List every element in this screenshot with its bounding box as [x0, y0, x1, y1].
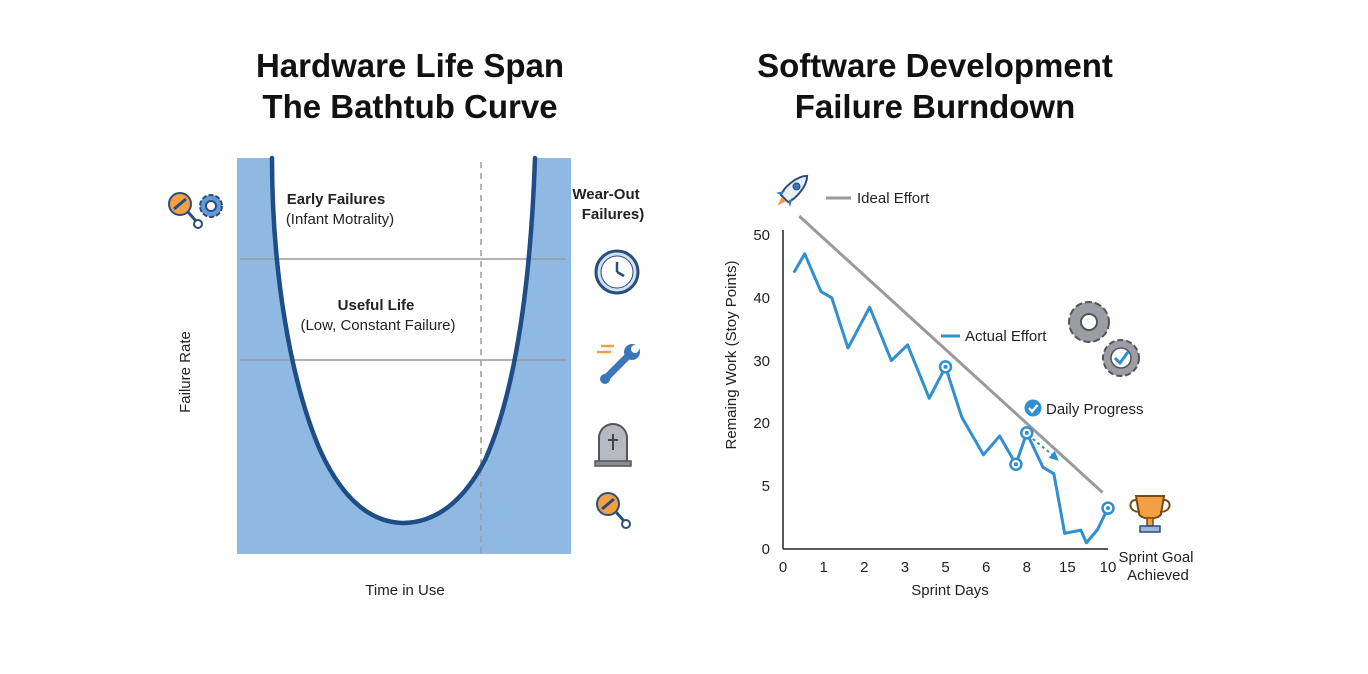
bathtub-plot: Early Failures (Infant Motrality) Useful…: [177, 155, 645, 599]
progress-marker-dot: [943, 364, 948, 369]
burndown-plot: 0 5 20 30 40 50 0 1 2 3 5 6 8 15 10 Remaing Work (Sto…: [723, 190, 1194, 599]
x-tick-label: 8: [1023, 559, 1031, 576]
bathtub-curve-line: [269, 155, 538, 526]
y-tick-labels: 0 5 20 30 40 50: [753, 227, 770, 558]
gears-check-icon: [1068, 301, 1140, 377]
progress-arrow: [1032, 438, 1056, 458]
trophy-icon: [1129, 495, 1171, 533]
zone-early-heading: Early Failures: [287, 191, 385, 208]
y-tick-label: 50: [753, 227, 770, 244]
rattle-icon: [596, 492, 631, 529]
x-tick-label: 10: [1100, 559, 1117, 576]
x-tick-label: 3: [901, 559, 909, 576]
tombstone-icon: [594, 423, 632, 467]
check-badge-icon: [1024, 399, 1042, 417]
zone-early-sub: (Infant Motrality): [286, 211, 394, 228]
hardware-x-axis-label: Time in Use: [365, 582, 444, 599]
zone-useful-sub: (Low, Constant Failure): [300, 317, 455, 334]
zone-wearout-line1: Wear-Out: [572, 186, 639, 203]
hardware-title-line1: Hardware Life Span: [256, 47, 564, 84]
software-x-axis-label: Sprint Days: [911, 582, 989, 599]
rattle-icon: [168, 192, 203, 229]
rocket-icon: [776, 174, 809, 207]
progress-marker-dot: [1013, 462, 1018, 467]
x-tick-label: 0: [779, 559, 787, 576]
zone-useful-heading: Useful Life: [338, 297, 415, 314]
gear-icon: [199, 194, 223, 218]
software-title-line1: Software Development: [757, 47, 1113, 84]
software-title-line2: Failure Burndown: [795, 88, 1076, 125]
ideal-effort-line: [798, 215, 1104, 494]
wrench-icon: [597, 344, 640, 384]
y-tick-label: 5: [762, 478, 770, 495]
hardware-y-axis-label: Failure Rate: [177, 331, 194, 413]
progress-arrowhead: [1048, 450, 1059, 461]
y-tick-label: 0: [762, 541, 770, 558]
x-tick-label: 15: [1059, 559, 1076, 576]
x-tick-label: 2: [860, 559, 868, 576]
x-tick-label: 6: [982, 559, 990, 576]
clock-icon: [594, 249, 640, 295]
hardware-title-line2: The Bathtub Curve: [262, 88, 557, 125]
zone-wearout-line2: Failures): [582, 206, 645, 223]
legend-ideal-label: Ideal Effort: [857, 190, 930, 207]
actual-effort-line: [792, 252, 1110, 545]
x-tick-labels: 0 1 2 3 5 6 8 15 10: [779, 559, 1117, 576]
goal-label-line2: Achieved: [1127, 567, 1189, 584]
y-tick-label: 30: [753, 353, 770, 370]
y-tick-label: 20: [753, 415, 770, 432]
software-y-axis-label: Remaing Work (Stoy Points): [723, 261, 740, 450]
y-tick-label: 40: [753, 290, 770, 307]
goal-label-line1: Sprint Goal: [1118, 549, 1193, 566]
x-tick-label: 5: [941, 559, 949, 576]
legend-actual-label: Actual Effort: [965, 328, 1047, 345]
progress-marker-dot: [1024, 430, 1029, 435]
series-layer: [792, 215, 1115, 545]
daily-progress-label: Daily Progress: [1046, 401, 1144, 418]
progress-marker-dot: [1106, 506, 1110, 511]
x-tick-label: 1: [819, 559, 827, 576]
bathtub-inner-area: [272, 158, 535, 523]
